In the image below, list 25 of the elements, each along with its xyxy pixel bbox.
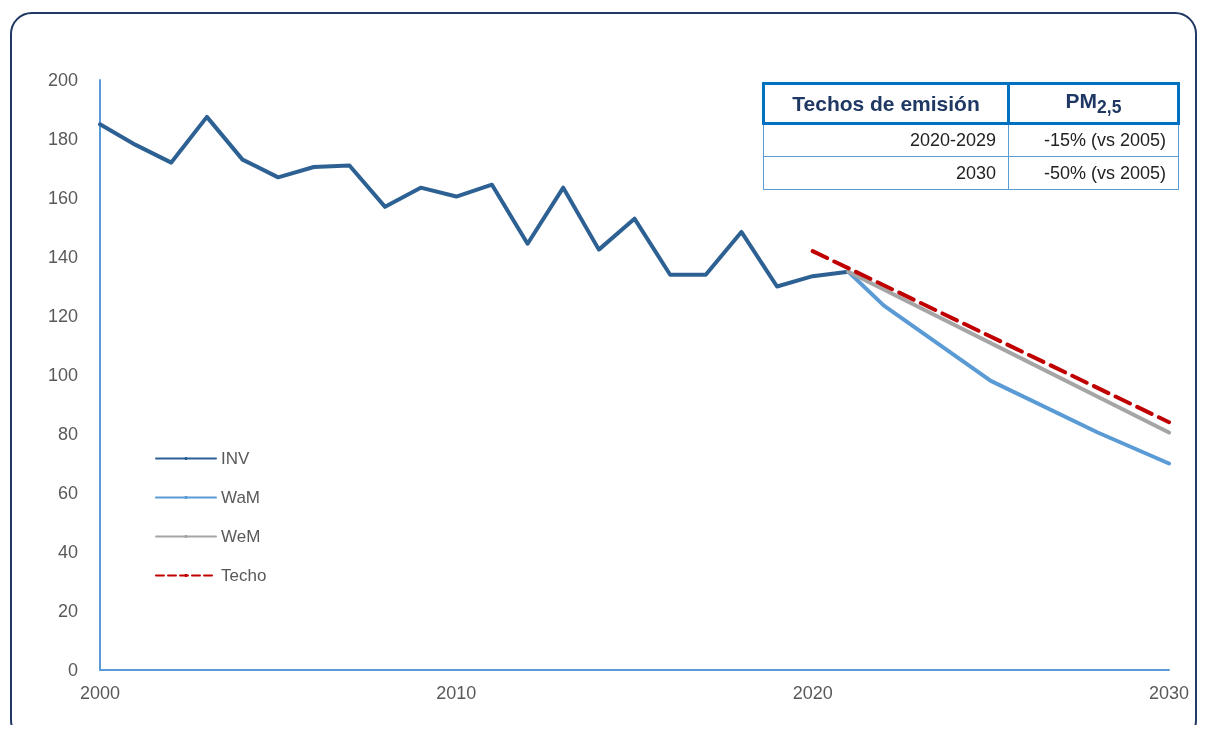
y-tick-label: 180 — [47, 129, 78, 149]
y-tick-label: 20 — [57, 601, 78, 621]
legend-label: WaM — [221, 488, 261, 507]
y-tick-label: 200 — [47, 70, 78, 90]
legend-label: INV — [221, 449, 250, 468]
annotation: 2030 — [763, 156, 1009, 190]
annotation: -15% (vs 2005) — [1008, 123, 1179, 157]
annotation: PM$_{2,5}$ — [1008, 83, 1179, 124]
y-tick-label: 0 — [67, 660, 78, 680]
x-tick-label: 2000 — [79, 683, 121, 703]
y-tick-label: 140 — [47, 247, 78, 267]
y-tick-label: 120 — [47, 306, 78, 326]
x-tick-label: 2020 — [792, 683, 833, 703]
annotation: -50% (vs 2005) — [1008, 156, 1179, 190]
annotation: Techos de emisión — [763, 83, 1009, 124]
y-tick-label: 40 — [57, 542, 78, 562]
annotation: 2020-2029 — [763, 123, 1009, 157]
y-tick-label: 160 — [47, 188, 78, 208]
legend-label: Techo — [221, 566, 267, 585]
x-tick-label: 2010 — [436, 683, 477, 703]
x-tick-label: 2030 — [1148, 683, 1190, 703]
y-tick-label: 80 — [57, 424, 78, 444]
legend-label: WeM — [221, 527, 261, 546]
y-tick-label: 100 — [47, 365, 78, 385]
y-tick-label: 60 — [57, 483, 78, 503]
